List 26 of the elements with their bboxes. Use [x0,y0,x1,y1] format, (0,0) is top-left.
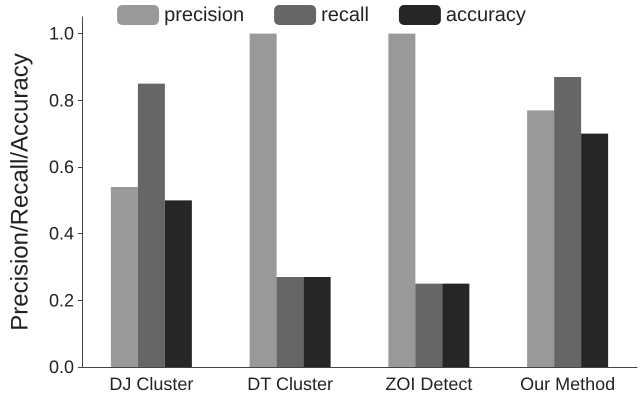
bar [388,34,416,367]
legend-label: precision [164,4,244,26]
x-tick-label: Our Method [520,374,616,394]
bar [554,77,582,367]
y-axis-title: Precision/Recall/Accuracy [6,53,34,331]
bar [581,134,608,367]
x-tick-label: ZOI Detect [385,374,472,394]
bar [276,277,304,367]
bar [527,110,554,367]
bar [250,34,277,367]
x-tick-label: DJ Cluster [109,374,194,394]
bar [110,187,138,367]
y-tick-label: 0.8 [48,90,74,110]
y-tick-label: 0.6 [48,157,74,177]
y-tick-label: 1.0 [48,24,74,44]
x-tick-label: DT Cluster [247,374,333,394]
bar [304,277,331,367]
bar [442,284,470,367]
bar [415,284,442,367]
y-tick-label: 0.0 [48,357,74,377]
legend-label: recall [321,4,369,26]
y-tick-label: 0.2 [48,290,74,310]
bar [138,84,165,367]
legend-label: accuracy [446,4,526,26]
bar [164,200,192,367]
y-tick-label: 0.4 [48,224,74,244]
